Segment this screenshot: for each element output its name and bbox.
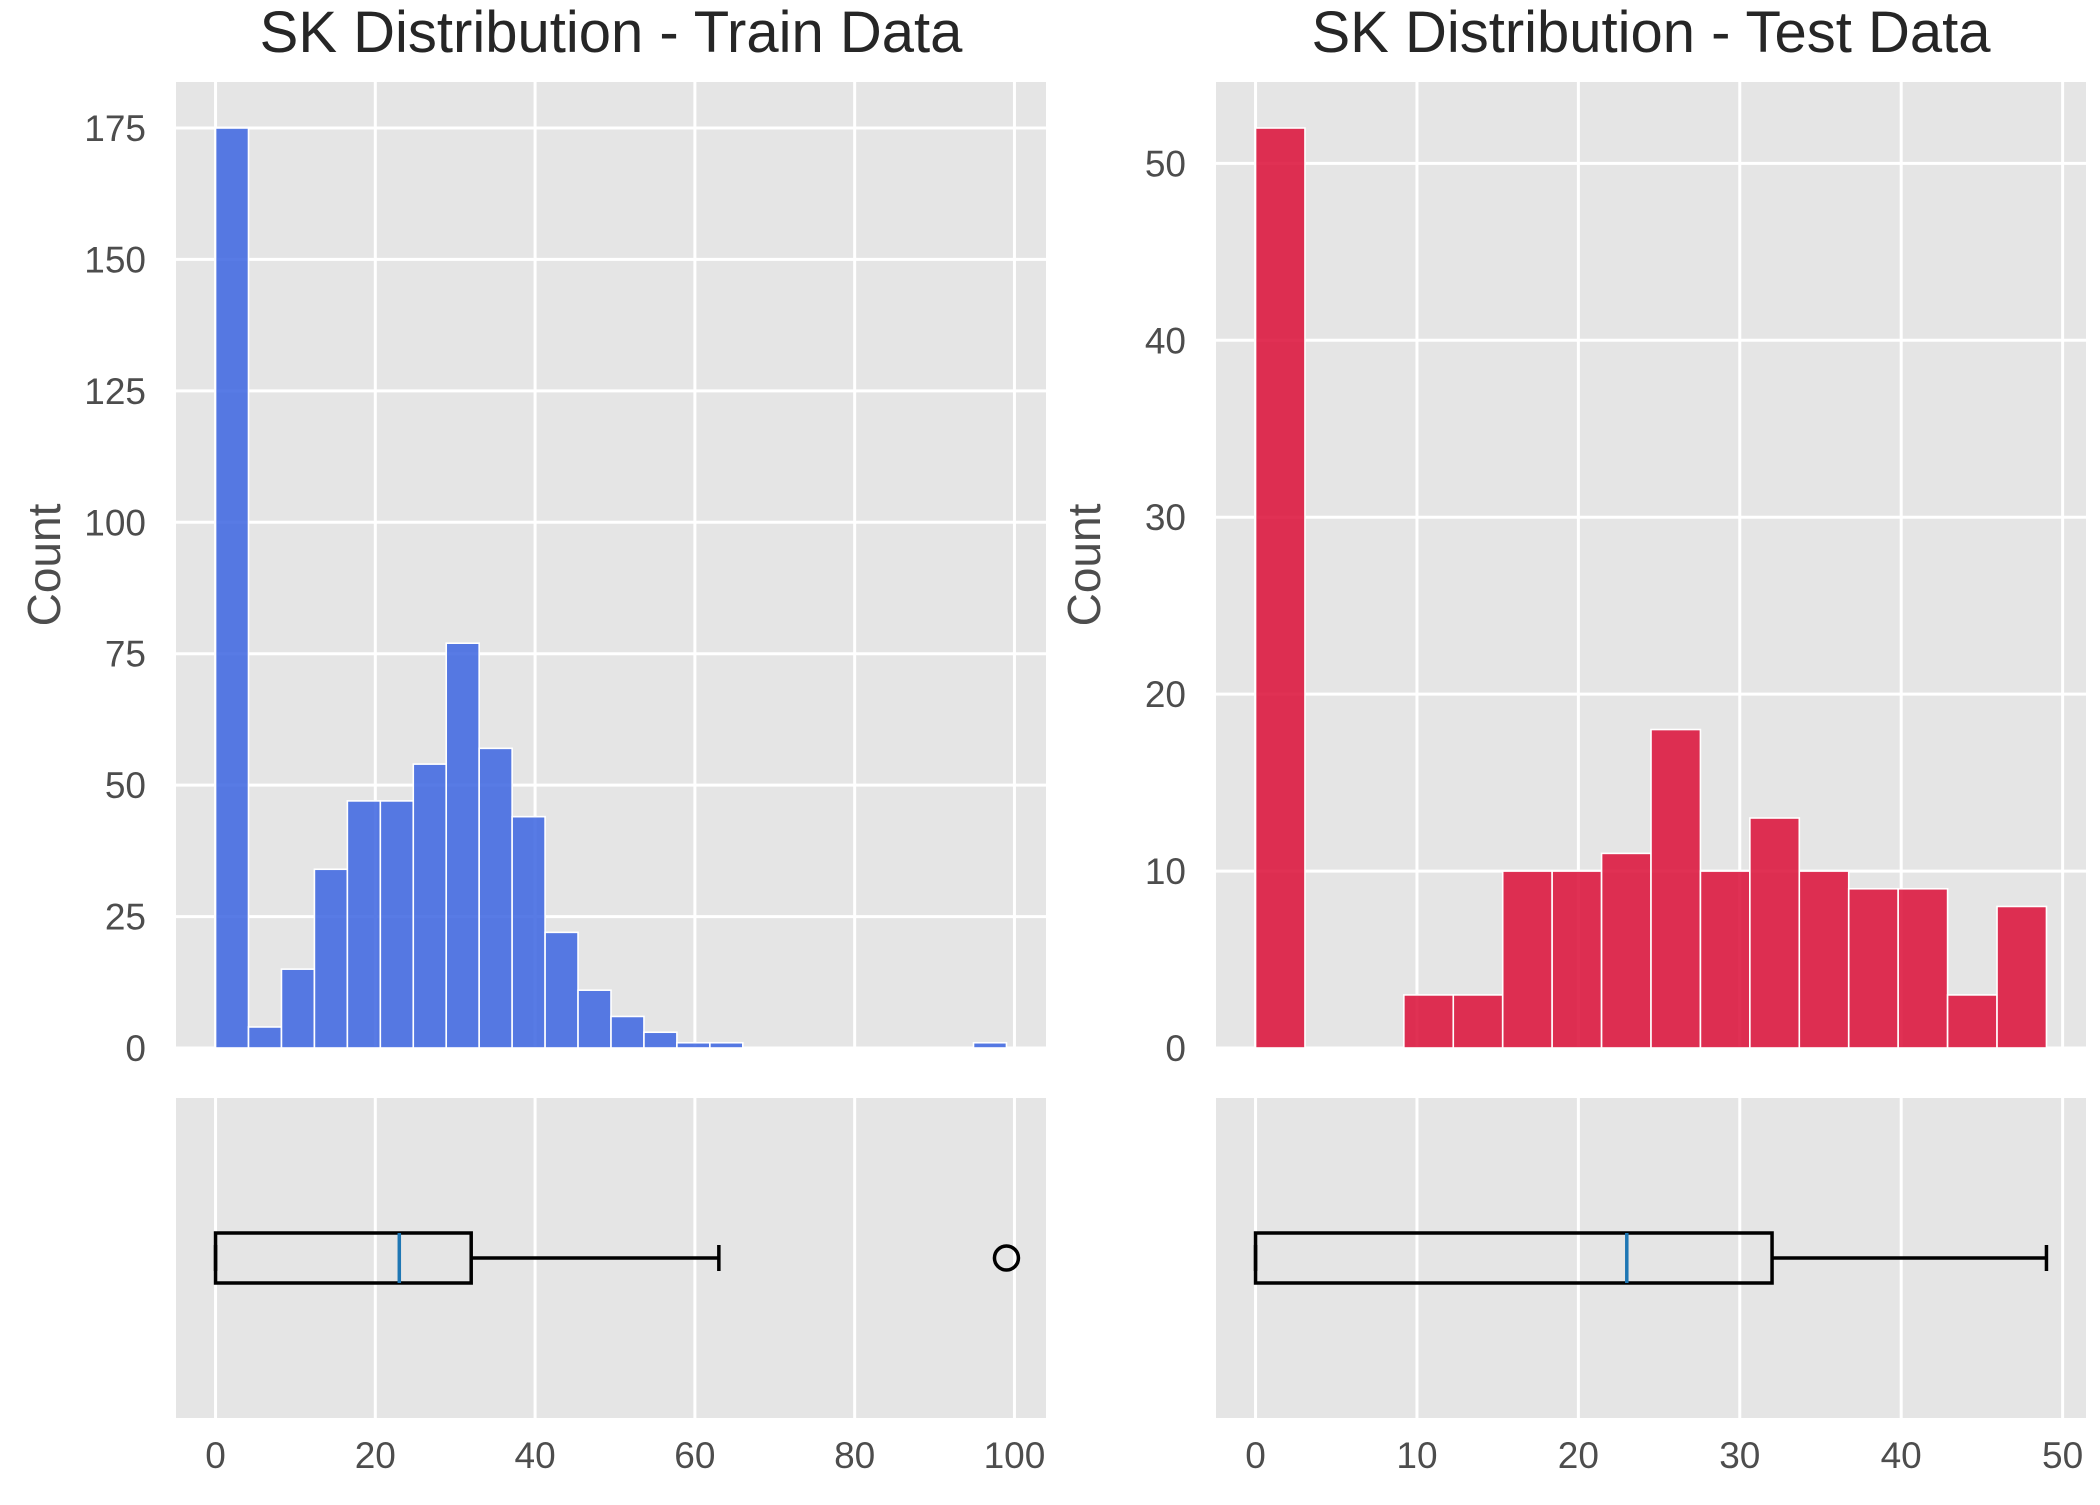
train-histogram-bar — [972, 1041, 1008, 1049]
test-boxplot-panel: 0 10 20 30 40 50 — [1216, 1098, 2086, 1476]
train-histogram-y-tick-label: 150 — [84, 239, 146, 280]
train-histogram-bar — [676, 1041, 711, 1049]
train-chart-title: SK Distribution - Train Data — [260, 0, 963, 65]
test-histogram-y-tick-label: 10 — [1145, 851, 1186, 892]
test-boxplot-x-tick-label: 50 — [2042, 1435, 2083, 1476]
train-histogram-y-tick-label: 125 — [84, 371, 146, 412]
train-boxplot-x-tick-label: 100 — [984, 1435, 1046, 1476]
test-histogram-bar — [1699, 870, 1751, 1049]
train-boxplot-x-tick-label: 20 — [355, 1435, 396, 1476]
test-histogram-bar — [1897, 887, 1949, 1049]
test-histogram-y-tick-label: 0 — [1165, 1028, 1186, 1069]
train-histogram-y-tick-label: 0 — [125, 1028, 146, 1069]
train-histogram-bar — [643, 1031, 678, 1049]
test-boxplot-x-ticks: 0 10 20 30 40 50 — [1245, 1435, 2083, 1476]
train-boxplot-x-ticks: 0 20 40 60 80 100 — [205, 1435, 1045, 1476]
train-histogram-bar — [313, 868, 349, 1049]
test-boxplot-x-tick-label: 10 — [1396, 1435, 1437, 1476]
test-histogram-bar — [1551, 870, 1603, 1049]
train-histogram-bar — [544, 931, 579, 1049]
test-histogram-bar — [1798, 870, 1850, 1049]
test-histogram-bar — [1403, 994, 1455, 1049]
train-histogram-grid — [176, 82, 1046, 1050]
test-histogram-bar — [1847, 887, 1899, 1049]
test-histogram-bar — [1600, 852, 1652, 1049]
test-y-axis-label: Count — [1058, 503, 1110, 626]
test-boxplot-x-tick-label: 30 — [1719, 1435, 1760, 1476]
test-chart-title: SK Distribution - Test Data — [1311, 0, 1991, 65]
train-histogram-y-tick-label: 75 — [105, 634, 146, 675]
train-histogram-y-tick-label: 100 — [84, 502, 146, 543]
test-histogram-bar — [1501, 870, 1553, 1049]
train-histogram-y-tick-label: 50 — [105, 765, 146, 806]
train-histogram-bars — [214, 127, 1008, 1049]
train-histogram-y-tick-label: 175 — [84, 108, 146, 149]
train-histogram-bar — [214, 127, 250, 1049]
train-histogram-background — [176, 82, 1046, 1048]
test-histogram-bar — [1749, 817, 1801, 1049]
test-histogram-bar — [1452, 994, 1504, 1049]
test-histogram-y-tick-label: 30 — [1145, 497, 1186, 538]
train-histogram-y-tick-label: 25 — [105, 897, 146, 938]
test-histogram-y-tick-label: 20 — [1145, 674, 1186, 715]
train-histogram-bar — [280, 968, 316, 1049]
test-histogram-bar — [1650, 728, 1702, 1049]
train-boxplot-x-tick-label: 40 — [515, 1435, 556, 1476]
train-y-axis-label: Count — [18, 503, 70, 626]
test-histogram-bar — [1254, 127, 1306, 1049]
train-histogram-bar — [379, 800, 415, 1049]
train-histogram-bar — [445, 642, 480, 1049]
train-boxplot-outlier-point — [992, 1244, 1021, 1272]
train-boxplot — [213, 1231, 1021, 1285]
test-boxplot-x-tick-label: 0 — [1245, 1435, 1266, 1476]
train-histogram-bar — [709, 1041, 744, 1049]
train-boxplot-x-tick-label: 60 — [674, 1435, 715, 1476]
test-boxplot-x-tick-label: 20 — [1558, 1435, 1599, 1476]
train-boxplot-panel: 0 20 40 60 80 100 — [176, 1098, 1046, 1476]
test-histogram-y-ticks: 0 10 20 30 40 50 — [1145, 143, 1186, 1069]
train-histogram-bar — [412, 763, 448, 1049]
test-boxplot-x-tick-label: 40 — [1881, 1435, 1922, 1476]
test-boxplot-grid — [1254, 1098, 2065, 1418]
test-histogram-y-tick-label: 50 — [1145, 143, 1186, 184]
test-histogram-y-tick-label: 40 — [1145, 320, 1186, 361]
test-boxplot — [1253, 1231, 2049, 1285]
test-histogram-bar — [1946, 994, 1998, 1049]
train-boxplot-x-tick-label: 0 — [205, 1435, 226, 1476]
test-histogram-bars — [1254, 127, 2048, 1049]
train-histogram-bar — [511, 815, 546, 1049]
train-histogram-panel: 0 25 50 75 100 125 150 175 SK Distribution - Tr… — [18, 0, 1046, 1069]
train-histogram-bar — [478, 747, 513, 1049]
train-histogram-bar — [577, 989, 612, 1049]
train-histogram-y-ticks: 0 25 50 75 100 125 150 175 — [84, 108, 146, 1069]
train-boxplot-x-tick-label: 80 — [834, 1435, 875, 1476]
test-histogram-bar — [1996, 905, 2048, 1049]
train-histogram-bar — [346, 800, 382, 1049]
train-histogram-bar — [247, 1026, 283, 1049]
train-histogram-bar — [610, 1015, 645, 1049]
